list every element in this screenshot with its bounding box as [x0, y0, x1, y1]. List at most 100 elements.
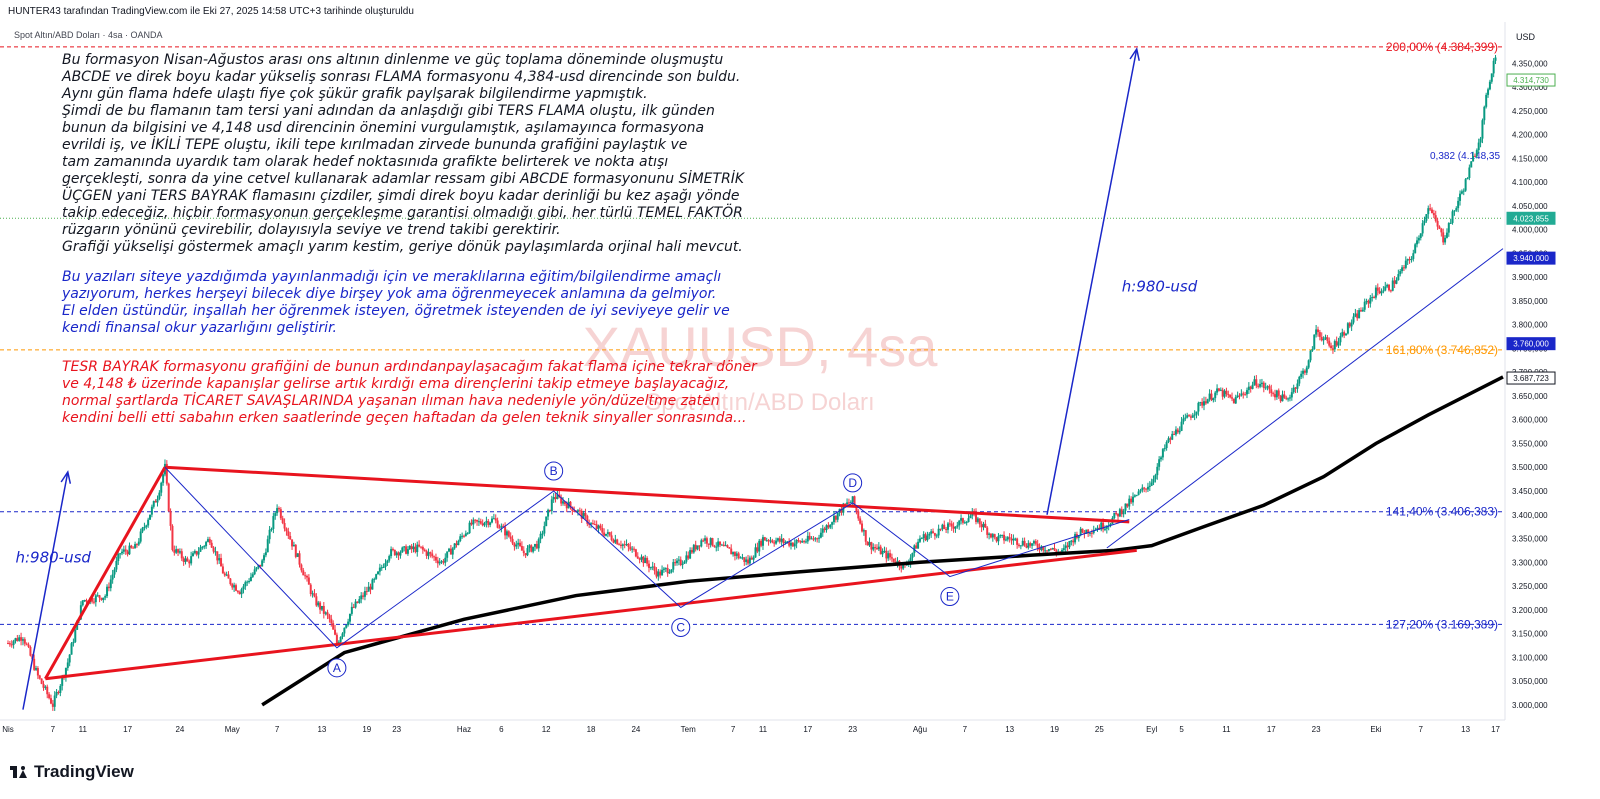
price-chart[interactable]: XAUUSD, 4sa Spot Altın/ABD Doları USD 3.000… — [0, 22, 1600, 744]
candle-body — [528, 545, 531, 549]
candle-body — [1288, 397, 1291, 399]
candle-body — [861, 523, 864, 532]
candle-body — [1077, 535, 1080, 539]
candle-body — [816, 538, 819, 540]
candle-body — [173, 549, 176, 553]
candle-body — [487, 520, 490, 525]
candle-body — [638, 558, 641, 560]
candle-body — [1337, 342, 1340, 346]
candle-body — [444, 557, 447, 563]
x-tick-label: Nis — [2, 725, 14, 734]
candle-body — [634, 549, 637, 557]
candle-body — [704, 538, 707, 541]
candle-body — [358, 599, 361, 603]
candle-body — [541, 533, 544, 535]
candle-body — [750, 557, 753, 560]
y-tick-label: 3.800,000 — [1512, 321, 1548, 330]
candle-body — [1064, 545, 1067, 549]
candle-body — [135, 544, 138, 546]
candle-body — [851, 496, 854, 503]
candle-body — [763, 537, 766, 541]
candle-body — [362, 595, 365, 597]
candle-body — [238, 592, 241, 595]
candle-body — [1223, 390, 1226, 397]
candle-body — [216, 551, 219, 561]
candle-body — [739, 557, 742, 559]
candle-body — [201, 546, 204, 548]
candle-body — [220, 558, 223, 567]
candle-body — [483, 522, 486, 526]
candle-body — [382, 566, 385, 568]
candle-body — [429, 552, 432, 554]
price-tag-box — [1506, 371, 1556, 385]
candle-body — [756, 547, 759, 552]
candle-body — [1487, 89, 1490, 95]
candle-body — [1120, 509, 1123, 515]
candle-body — [1303, 370, 1306, 373]
x-tick-label: 19 — [1050, 725, 1059, 734]
candle-body — [1171, 433, 1174, 440]
candle-body — [1096, 527, 1099, 530]
candle-body — [261, 560, 264, 567]
note-line: evrildi iş, ve İKİLİ TEPE oluştu, ikili … — [62, 137, 688, 153]
candle-body — [765, 540, 768, 542]
candle-body — [287, 531, 290, 537]
candle-body — [530, 545, 533, 552]
candle-body — [859, 518, 862, 524]
candle-body — [892, 558, 895, 562]
candle-body — [64, 667, 67, 678]
candle-body — [459, 536, 462, 542]
candle-body — [1242, 393, 1245, 395]
candle-body — [1374, 287, 1377, 298]
candle-body — [875, 548, 878, 550]
candle-body — [347, 621, 350, 626]
candle-body — [1434, 215, 1437, 221]
candle-body — [1335, 341, 1338, 346]
candle-body — [601, 527, 604, 533]
candle-body — [1004, 539, 1007, 541]
candle-body — [535, 543, 538, 549]
candle-body — [803, 541, 806, 543]
candle-body — [1227, 394, 1230, 396]
candle-body — [343, 627, 346, 634]
candle-body — [580, 510, 583, 519]
ema-line — [261, 375, 1504, 707]
candle-body — [1406, 259, 1409, 261]
candle-body — [61, 676, 64, 686]
candle-body — [1074, 534, 1077, 543]
candle-body — [72, 641, 75, 644]
candle-body — [1199, 402, 1202, 404]
y-tick-label: 3.100,000 — [1512, 653, 1548, 662]
candle-body — [462, 535, 465, 537]
candle-body — [186, 558, 189, 562]
candle-body — [21, 639, 24, 641]
candle-body — [397, 552, 400, 556]
candle-body — [836, 512, 839, 520]
candle-body — [51, 703, 54, 707]
candle-body — [1109, 523, 1112, 526]
candle-body — [743, 557, 746, 562]
candle-body — [240, 589, 243, 595]
candle-body — [976, 518, 979, 522]
candle-body — [431, 553, 434, 557]
candle-body — [1042, 546, 1045, 551]
candle-body — [1245, 390, 1248, 395]
candle-body — [218, 558, 221, 561]
candle-body — [1118, 509, 1121, 517]
candle-body — [1451, 211, 1454, 223]
candle-body — [1281, 394, 1284, 402]
candle-body — [1253, 379, 1256, 385]
candle-body — [1324, 337, 1327, 339]
candle-body — [48, 694, 51, 699]
candle-body — [554, 497, 557, 499]
candle-body — [758, 540, 761, 552]
candle-body — [1315, 329, 1318, 335]
y-tick-label: 3.000,000 — [1512, 701, 1548, 710]
x-tick-label: 7 — [731, 725, 736, 734]
candle-body — [491, 518, 494, 523]
candle-body — [597, 525, 600, 529]
candle-body — [1161, 449, 1164, 458]
candle-body — [1419, 233, 1422, 238]
candle-body — [354, 601, 357, 608]
x-tick-label: 7 — [963, 725, 968, 734]
